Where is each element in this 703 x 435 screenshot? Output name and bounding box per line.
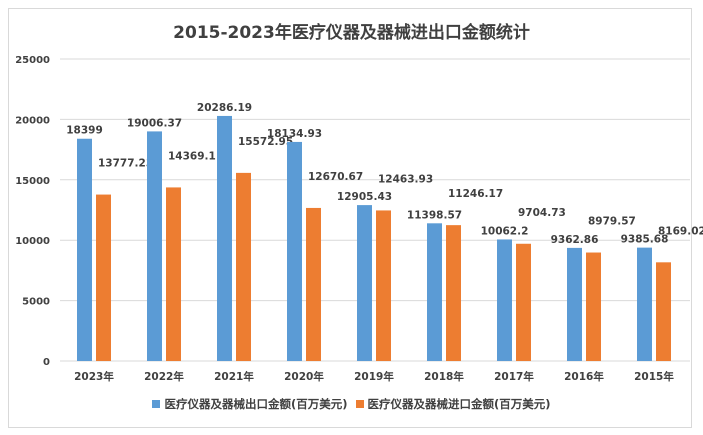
y-tick-label: 0 xyxy=(43,357,50,368)
data-label-import: 8979.57 xyxy=(588,216,636,228)
data-label-import: 15572.95 xyxy=(238,136,293,148)
data-label-import: 9704.73 xyxy=(518,207,566,219)
data-label-export: 19006.37 xyxy=(127,117,182,129)
bar-export xyxy=(357,205,372,361)
y-tick-label: 20000 xyxy=(15,115,50,126)
bar-import xyxy=(306,207,321,361)
bar-export xyxy=(217,115,232,361)
x-tick-label: 2021年 xyxy=(214,370,254,383)
legend-swatch-export xyxy=(152,400,161,408)
bar-import xyxy=(586,252,601,361)
data-label-import: 14369.1 xyxy=(168,150,216,162)
data-label-import: 12670.67 xyxy=(308,171,363,183)
bar-import xyxy=(376,210,391,361)
x-tick-label: 2020年 xyxy=(284,370,324,383)
legend: 医疗仪器及器械出口金额(百万美元) 医疗仪器及器械进口金额(百万美元) xyxy=(0,396,703,412)
y-tick-label: 15000 xyxy=(15,176,50,187)
x-tick-label: 2022年 xyxy=(144,370,184,383)
bar-export xyxy=(287,141,302,361)
x-tick-label: 2017年 xyxy=(494,370,534,383)
data-label-export: 11398.57 xyxy=(407,209,462,221)
chart-title: 2015-2023年医疗仪器及器械进出口金额统计 xyxy=(173,23,530,43)
bar-import xyxy=(656,262,671,361)
data-label-export: 10062.2 xyxy=(481,225,529,237)
legend-item-import: 医疗仪器及器械进口金额(百万美元) xyxy=(355,396,551,412)
bar-export xyxy=(427,223,442,361)
y-tick-label: 10000 xyxy=(15,236,50,247)
data-label-export: 20286.19 xyxy=(197,102,252,114)
bar-export xyxy=(77,138,92,361)
y-tick-label: 25000 xyxy=(15,55,50,66)
data-label-export: 18399 xyxy=(66,125,103,137)
data-label-export: 12905.43 xyxy=(337,191,392,203)
legend-label-export: 医疗仪器及器械出口金额(百万美元) xyxy=(164,397,348,411)
data-label-export: 9385.68 xyxy=(621,234,669,246)
bar-export xyxy=(637,247,652,361)
legend-item-export: 医疗仪器及器械出口金额(百万美元) xyxy=(152,396,347,412)
data-label-import: 11246.17 xyxy=(448,188,503,200)
x-tick-label: 2018年 xyxy=(424,370,464,383)
bar-import xyxy=(516,243,531,361)
legend-label-import: 医疗仪器及器械进口金额(百万美元) xyxy=(367,397,551,411)
bar-import xyxy=(96,194,111,361)
x-tick-label: 2019年 xyxy=(354,370,394,383)
data-label-export: 18134.93 xyxy=(267,128,322,140)
bar-import xyxy=(446,225,461,361)
x-tick-label: 2023年 xyxy=(74,370,114,383)
data-label-import: 12463.93 xyxy=(378,173,433,185)
y-tick-label: 5000 xyxy=(22,297,50,308)
bar-export xyxy=(147,131,162,361)
bar-import xyxy=(236,172,251,361)
data-label-import: 13777.23 xyxy=(98,158,153,170)
bar-export xyxy=(497,239,512,361)
bar-import xyxy=(166,187,181,361)
data-label-import: 8169.02 xyxy=(658,225,703,237)
bar-export xyxy=(567,247,582,361)
data-label-export: 9362.86 xyxy=(551,234,599,246)
chart-frame xyxy=(8,8,692,428)
legend-swatch-import xyxy=(355,400,364,408)
x-tick-label: 2015年 xyxy=(634,370,674,383)
x-tick-label: 2016年 xyxy=(564,370,604,383)
